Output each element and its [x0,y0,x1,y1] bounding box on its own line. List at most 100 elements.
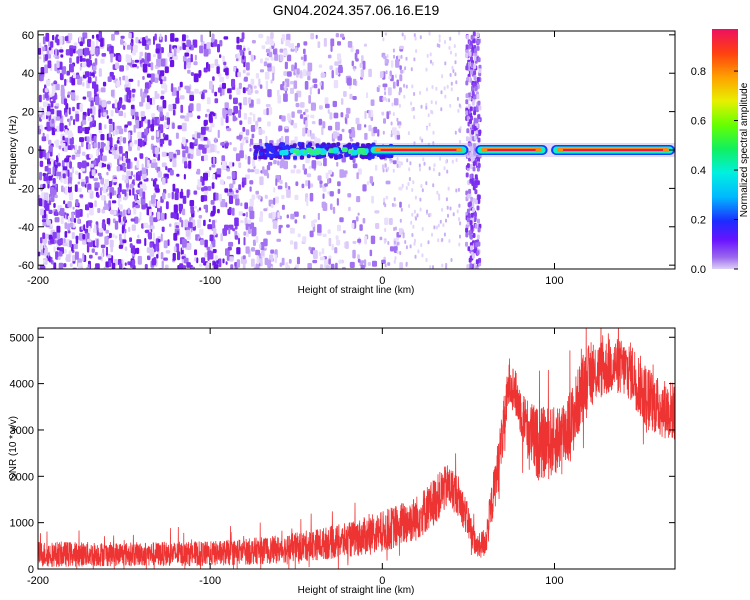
spectrogram-cell [108,118,113,125]
spectrogram-cell [384,217,389,225]
spectrogram-cell [229,142,232,146]
spectrogram-cell [392,48,395,53]
spectrogram-cell [325,103,330,109]
spectrogram-cell [347,77,352,86]
spectrogram-cell [157,238,161,243]
spectrogram-cell [267,121,271,127]
spectrogram-cell [476,45,480,51]
y-tick-label: -20 [18,183,34,195]
spectrogram-cell [416,213,419,218]
spectrogram-cell [221,155,226,162]
spectrogram-cell [477,218,480,224]
spectrogram-cell [357,168,362,175]
spectrogram-cell [68,185,72,193]
spectrogram-cell [180,115,185,119]
spectrogram-cell [98,231,103,237]
spectrogram-cell [86,266,90,269]
spectrogram-cell [465,110,469,116]
spectrogram-cell [119,263,123,269]
spectrogram-cell [126,161,131,169]
spectrogram-cell [124,179,129,184]
spectrogram-cell [168,268,173,269]
spectrogram-cell [322,187,327,192]
spectrogram-cell [172,103,177,110]
spectrogram-cell [53,203,56,208]
spectrogram-cell [58,145,62,150]
spectrogram-cell [107,47,111,51]
spectrogram-cell [249,169,255,173]
spectrogram-cell [137,146,141,151]
spectrogram-cell [100,134,105,141]
spectrogram-cell [42,172,46,177]
spectrogram-cell [44,88,49,93]
spectrogram-cell [235,153,241,162]
spectrogram-cell [394,74,397,79]
spectrogram-cell [476,250,480,256]
spectrogram-cell [466,208,470,214]
spectrogram-cell [469,119,472,124]
spectrogram-cell [466,163,470,169]
y-tick-label: -40 [18,222,34,234]
spectrogram-cell [118,146,123,154]
spectrogram-cell [273,159,277,165]
spectrogram-cell [152,54,156,58]
spectrogram-cell [455,188,458,193]
spectrogram-cell [231,78,236,87]
spectrogram-cell [64,158,69,163]
spectrogram-cell [478,68,482,74]
spectrogram-cell [439,156,442,161]
spectrogram-cell [40,237,43,244]
spectrogram-cell [128,78,134,82]
spectrogram-cell [364,124,367,128]
spectrogram-cell [272,65,275,75]
spectrogram-cell [206,108,210,113]
spectrogram-cell [343,91,347,97]
spectrogram-cell [451,159,454,164]
spectrogram-cell [179,217,182,223]
spectrogram-cell [116,80,121,88]
spectrogram-cell [50,41,54,48]
spectrogram-cell [151,178,154,182]
spectrogram-cell [176,173,180,177]
spectrogram-cell [161,162,167,168]
spectrogram-cell [389,246,395,252]
spectrogram-cell [72,254,76,262]
spectrogram-cell [344,152,349,157]
spectrogram-cell [38,56,42,60]
spectrogram-cell [328,237,332,247]
spectrogram-cell [388,110,391,115]
spectrogram-cell [279,54,284,62]
spectrogram-cell [382,83,388,88]
spectrogram-cell [317,88,320,95]
spectrogram-cell [96,239,99,248]
spectrogram-cell [222,228,227,236]
spectrogram-cell [164,264,169,269]
spectrogram-cell [449,206,452,211]
y-tick-label: 1000 [10,518,34,530]
spectrogram-cell [185,146,189,154]
spectrogram-cell [447,213,449,218]
spectrogram-cell [165,112,169,118]
spectrogram-cell [56,70,61,74]
spectrogram-cell [261,250,265,257]
spectrogram-cell [141,96,145,103]
spectrogram-cell [408,177,411,181]
spectrogram-cell [258,78,261,87]
spectrogram-cell [144,88,149,94]
spectrogram-cell [319,256,325,261]
spectrogram-cell [59,49,64,53]
spectrogram-cell [86,238,92,243]
y-tick-label: 4000 [10,379,34,391]
spectrogram-cell [82,253,85,262]
spectrogram-cell [259,148,264,153]
spectrogram-cell [402,234,405,239]
spectrogram-cell [431,85,434,89]
spectrogram-cell [175,188,179,194]
spectrogram-cell [238,82,242,89]
spectrogram-cell [421,138,424,143]
spectrogram-cell [122,104,126,110]
spectrogram-cell [279,215,282,220]
spectrogram-cell [429,212,432,217]
spectrogram-cell [239,38,244,43]
spectrogram-cell [173,47,177,57]
